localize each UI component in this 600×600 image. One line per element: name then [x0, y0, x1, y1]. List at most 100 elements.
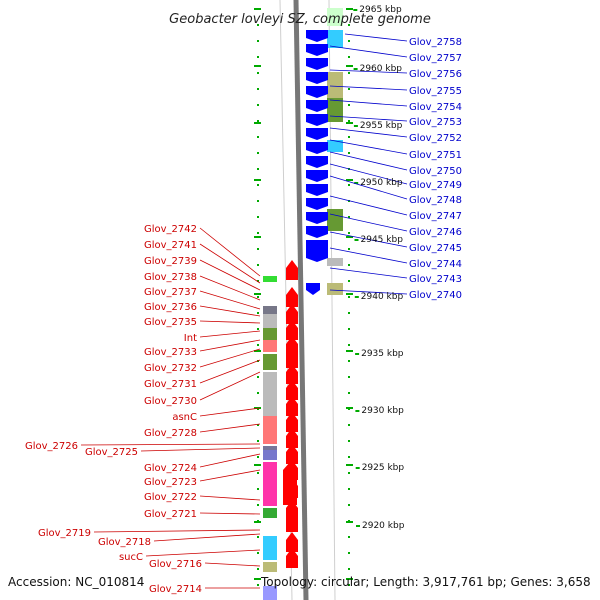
reverse-leader-line	[329, 213, 408, 232]
kbp-tick	[355, 467, 360, 469]
tick-major	[346, 578, 353, 580]
forward-leader-line	[204, 562, 261, 567]
tick-major	[346, 521, 353, 523]
kbp-label: 2930 kbp	[361, 406, 404, 416]
tick-dot	[257, 40, 259, 42]
forward-leader-line	[199, 495, 261, 501]
tick-dot	[257, 328, 259, 330]
reverse-leader-line	[329, 69, 408, 74]
forward-gene-label: Glov_2741	[144, 240, 197, 251]
reverse-gene-arrow	[306, 72, 328, 84]
reverse-gene-arrow	[306, 156, 328, 168]
forward-gene-label: Glov_2721	[144, 509, 197, 520]
forward-leader-line	[199, 512, 261, 515]
forward-color-block	[263, 586, 277, 600]
gene-arrows	[283, 30, 328, 568]
reverse-gene-arrow	[306, 184, 328, 196]
forward-leader-line	[199, 305, 261, 317]
reverse-gene-arrow	[306, 226, 328, 238]
tick-major	[254, 293, 261, 295]
forward-leader-line	[153, 533, 261, 542]
tick-dot	[348, 568, 350, 570]
tick-dot	[348, 424, 350, 426]
kbp-tick	[354, 296, 359, 298]
reverse-leader-line	[329, 139, 408, 155]
tick-major	[254, 521, 261, 523]
reverse-gene-arrow	[306, 212, 328, 224]
forward-leader-line	[199, 407, 261, 417]
tick-dot	[257, 568, 259, 570]
tick-dot	[257, 264, 259, 266]
kbp-label: 2935 kbp	[361, 349, 404, 359]
forward-gene-arrow	[286, 320, 298, 340]
tick-dot	[257, 216, 259, 218]
forward-leader-line	[199, 275, 261, 301]
forward-gene-arrow	[286, 364, 298, 384]
tick-dot	[348, 88, 350, 90]
reverse-gene-label: Glov_2743	[409, 274, 462, 285]
reverse-leader-line	[329, 175, 408, 200]
tick-dot	[257, 424, 259, 426]
tick-major	[254, 8, 261, 10]
forward-color-block	[263, 276, 277, 282]
kbp-label: 2920 kbp	[362, 521, 405, 531]
forward-leader-line	[93, 529, 261, 533]
tick-marks	[254, 8, 360, 586]
forward-gene-label: Glov_2731	[144, 379, 197, 390]
forward-gene-label: Glov_2739	[144, 256, 197, 267]
forward-leader-line	[199, 423, 261, 433]
reverse-gene-label: Glov_2753	[409, 117, 462, 128]
forward-leader-line	[199, 348, 261, 368]
forward-gene-label: Glov_2733	[144, 347, 197, 358]
reverse-gene-label: Glov_2748	[409, 195, 462, 206]
tick-dot	[257, 296, 259, 298]
tick-dot	[348, 376, 350, 378]
tick-major	[254, 65, 261, 67]
map-title: Geobacter lovleyi SZ, complete genome	[169, 12, 431, 27]
forward-color-block	[263, 536, 277, 560]
reverse-leader-line	[329, 151, 408, 171]
tick-dot	[348, 104, 350, 106]
reverse-leader-line	[329, 115, 408, 122]
tick-dot	[257, 24, 259, 26]
forward-color-block	[263, 372, 277, 412]
tick-dot	[348, 360, 350, 362]
tick-dot	[348, 152, 350, 154]
reverse-leader-line	[329, 45, 408, 58]
tick-major	[254, 122, 261, 124]
forward-color-block	[263, 416, 277, 444]
forward-color-block	[263, 562, 277, 572]
gene-labels: Glov_2758 Glov_2757 Glov_2756 Glov_2755 Glov…	[25, 37, 462, 595]
kbp-tick	[353, 9, 358, 11]
forward-color-block	[263, 306, 277, 314]
tick-major	[254, 578, 261, 580]
kbp-tick	[356, 525, 360, 527]
forward-gene-label: Glov_2716	[149, 559, 202, 570]
tick-dot	[348, 24, 350, 26]
reverse-leader-line	[329, 85, 408, 91]
reverse-gene-label: Glov_2745	[409, 243, 462, 254]
reverse-leader-line	[329, 195, 408, 216]
forward-leader-line	[199, 330, 261, 338]
tick-major	[346, 179, 353, 181]
reverse-gene-arrow	[306, 283, 320, 295]
leader-lines	[80, 33, 408, 589]
tick-major	[346, 8, 353, 10]
tick-dot	[348, 280, 350, 282]
forward-gene-arrow	[286, 348, 298, 368]
reverse-color-block	[327, 98, 343, 112]
reverse-color-block	[327, 112, 343, 122]
forward-leader-line	[199, 259, 261, 291]
tick-dot	[348, 504, 350, 506]
tick-dot	[257, 88, 259, 90]
forward-color-block	[263, 412, 277, 416]
forward-gene-label: sucC	[119, 552, 143, 563]
tick-dot	[348, 264, 350, 266]
tick-dot	[257, 136, 259, 138]
tick-dot	[348, 328, 350, 330]
forward-gene-label: Glov_2736	[144, 302, 197, 313]
tick-dot	[348, 552, 350, 554]
reverse-leader-line	[344, 33, 408, 42]
forward-gene-label: Glov_2728	[144, 428, 197, 439]
tick-dot	[257, 376, 259, 378]
